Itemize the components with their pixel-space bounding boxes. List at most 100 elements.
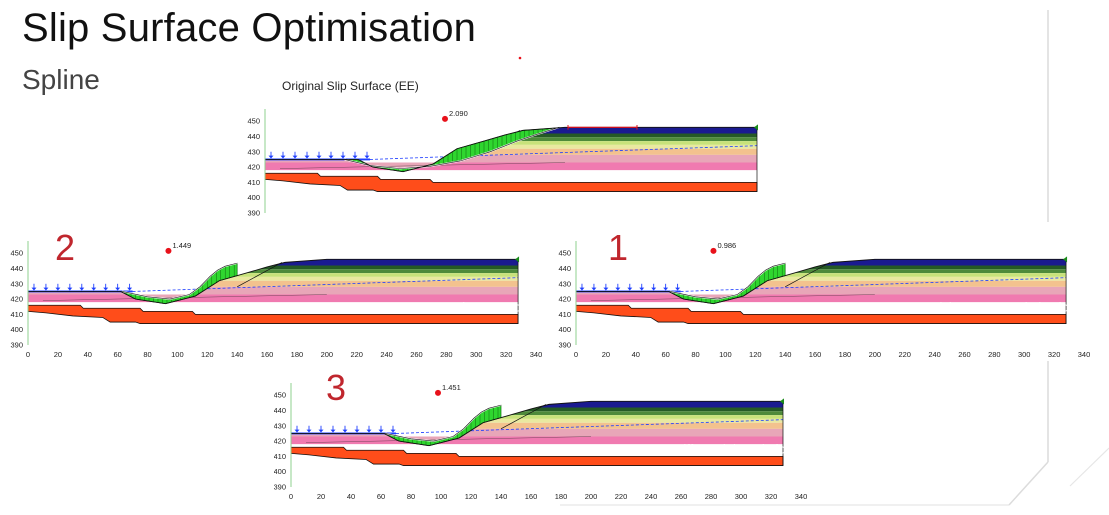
rank-number: 2 [55,227,75,268]
phreatic-line [132,277,519,292]
panel-original: 2.09002040608010012014016018020022024026… [247,73,799,217]
inclined-boundary [237,262,283,288]
x-tick-label: 220 [350,350,363,359]
x-tick-label: 320 [1048,350,1061,359]
slip-surface-edge [670,262,786,300]
load-arrow-head [352,155,358,159]
y-tick-label: 410 [274,452,286,461]
x-tick-label: 120 [465,492,478,501]
x-tick-label: 140 [231,350,244,359]
phreatic-line [395,419,784,434]
layer-pale-yellow [457,144,757,149]
layer-dark-green [497,133,757,138]
layer-navy [511,127,757,134]
x-tick-label: 220 [615,492,628,501]
layer-green [510,411,783,416]
x-tick-label: 160 [809,350,822,359]
load-arrow-head [340,155,346,159]
fos-marker [710,247,717,254]
layer-navy [821,259,1067,266]
load-arrow-head [663,287,669,291]
load-arrow-head [364,155,370,159]
y-tick-label: 410 [10,310,23,319]
load-arrow-head [43,287,49,291]
slip-surface-edge [344,127,560,169]
y-tick-label: 420 [247,163,260,172]
slip-surface-edge [385,404,502,442]
ground-surface-line [291,400,783,447]
layer-lime [780,273,1067,277]
load-arrow-head [330,429,336,433]
x-tick-label: 180 [839,350,852,359]
internal-boundary [279,162,566,169]
layer-green [484,137,757,142]
y-tick-label: 400 [10,325,23,334]
load-arrow-head [318,429,324,433]
y-tick-label: 450 [558,249,571,258]
load-arrow-head [268,155,274,159]
x-tick-label: 280 [705,492,718,501]
x-tick-label: 200 [321,350,334,359]
layer-navy [537,401,783,408]
y-tick-label: 390 [10,341,23,350]
y-tick-label: 390 [558,341,571,350]
y-tick-label: 400 [558,325,571,334]
x-tick-label: 40 [632,350,640,359]
load-arrow-head [306,429,312,433]
load-arrow-head [55,287,61,291]
y-tick-label: 430 [247,147,260,156]
ground-surface-line [576,258,1067,305]
load-arrow-head [378,429,384,433]
x-tick-label: 200 [585,492,598,501]
layer-green [246,269,519,274]
ground-surface-line [28,258,519,305]
x-tick-label: 80 [143,350,151,359]
rank-number: 1 [608,227,628,268]
y-tick-label: 440 [10,264,23,273]
x-tick-label: 60 [377,492,385,501]
x-tick-label: 100 [171,350,184,359]
layer-pale-yellow [483,418,783,423]
x-tick-label: 280 [988,350,1001,359]
x-tick-label: 280 [440,350,453,359]
x-tick-label: 80 [691,350,699,359]
x-tick-label: 240 [380,350,393,359]
y-tick-label: 430 [558,279,571,288]
y-tick-label: 440 [558,264,571,273]
load-arrow-head [115,287,121,291]
x-tick-label: 260 [410,350,423,359]
x-tick-label: 240 [645,492,658,501]
inclined-boundary [785,262,831,288]
panel-cuckoo-search-svg: 1.449 0 20 40 60 80 100 120 140 160 180 200 220 240 26… [5,222,557,361]
load-arrow-head [354,429,360,433]
y-tick-label: 440 [274,406,286,415]
fos-marker [435,389,441,396]
layer-pale-yellow [767,276,1067,281]
x-tick-label: 60 [113,350,121,359]
x-tick-label: 100 [719,350,732,359]
x-tick-label: 140 [495,492,508,501]
y-tick-label: 410 [247,178,260,187]
load-arrow-head [304,155,310,159]
load-arrow-head [280,155,286,159]
y-tick-label: 450 [274,391,286,400]
x-tick-label: 160 [525,492,538,501]
load-arrow-head [615,287,621,291]
load-arrow-head [316,155,322,159]
layer-dark-green [807,265,1067,270]
load-arrow-head [294,429,300,433]
x-tick-label: 300 [470,350,483,359]
layer-tan [448,148,757,155]
y-tick-label: 420 [274,437,286,446]
y-tick-label: 450 [10,249,23,258]
load-arrow-head [79,287,85,291]
panel-particle-swarm: 0.986 0 20 40 60 80 100 120 140 160 180 200 220 240 26… [553,222,1105,361]
slip-surface-edge [122,262,238,300]
x-tick-label: 40 [347,492,355,501]
slide-subtitle: Spline [22,64,100,95]
x-tick-label: 140 [779,350,792,359]
y-tick-label: 430 [10,279,23,288]
panel-title: Original Slip Surface (EE) [282,79,419,93]
y-tick-label: 420 [10,295,23,304]
load-arrow-head [342,429,348,433]
